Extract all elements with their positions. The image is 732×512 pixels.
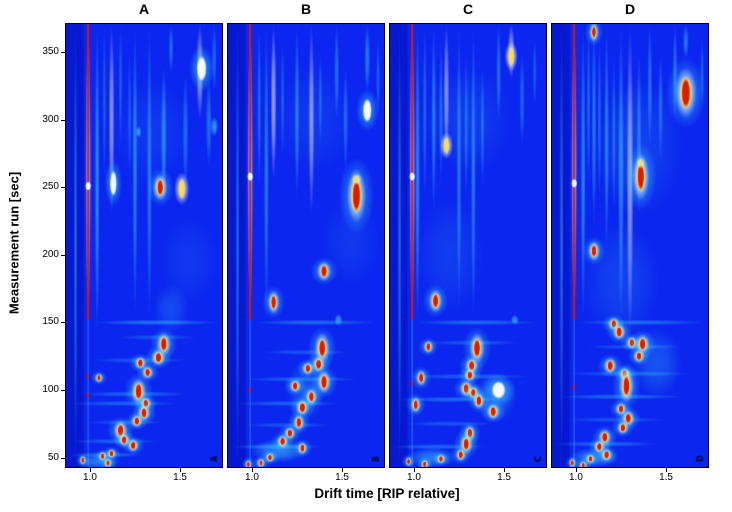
y-tick-mark (61, 254, 65, 256)
y-tick-mark (61, 457, 65, 459)
x-tick-mark (504, 468, 506, 472)
y-tick-label: 150 (42, 316, 59, 328)
y-tick-label: 250 (42, 181, 59, 193)
y-tick-mark (61, 390, 65, 391)
panel-c-frame (389, 23, 547, 468)
x-axis-title: Drift time [RIP relative] (314, 486, 460, 501)
x-tick-mark (575, 468, 577, 472)
y-tick-mark (61, 119, 65, 121)
y-axis-title: Measurement run [sec] (6, 171, 22, 315)
panel-d-frame (551, 23, 709, 468)
y-tick-label: 200 (42, 248, 59, 260)
y-tick-label: 50 (47, 451, 59, 463)
panel-a-heatmap (66, 24, 222, 467)
x-tick-mark (180, 468, 182, 472)
y-tick-mark (61, 52, 65, 54)
x-tick-label: 1.5 (335, 472, 349, 483)
panel-b-frame (227, 23, 385, 468)
x-tick-label: 1.5 (659, 472, 673, 483)
x-tick-label: 1.0 (569, 472, 583, 483)
x-tick-label: 1.0 (83, 472, 97, 483)
x-tick-label: 1.5 (497, 472, 511, 483)
y-tick-mark (61, 187, 65, 189)
panel-b-title: B (300, 1, 312, 17)
x-tick-label: 1.0 (245, 472, 259, 483)
x-tick-mark (251, 468, 253, 472)
x-tick-mark (413, 468, 415, 472)
x-tick-label: 1.5 (173, 472, 187, 483)
panel-d-title: D (624, 1, 636, 17)
panel-c-heatmap (390, 24, 546, 467)
panel-c-title: C (462, 1, 474, 17)
panel-d-heatmap (552, 24, 708, 467)
panel-a-frame (65, 23, 223, 468)
x-tick-mark (666, 468, 668, 472)
y-tick-mark (61, 322, 65, 324)
panel-b-heatmap (228, 24, 384, 467)
panel-a-title: A (138, 1, 150, 17)
x-tick-mark (342, 468, 344, 472)
y-tick-label: 350 (42, 46, 59, 58)
y-tick-label: 100 (42, 384, 59, 395)
y-tick-label: 300 (42, 113, 59, 125)
x-tick-label: 1.0 (407, 472, 421, 483)
x-tick-mark (89, 468, 91, 472)
